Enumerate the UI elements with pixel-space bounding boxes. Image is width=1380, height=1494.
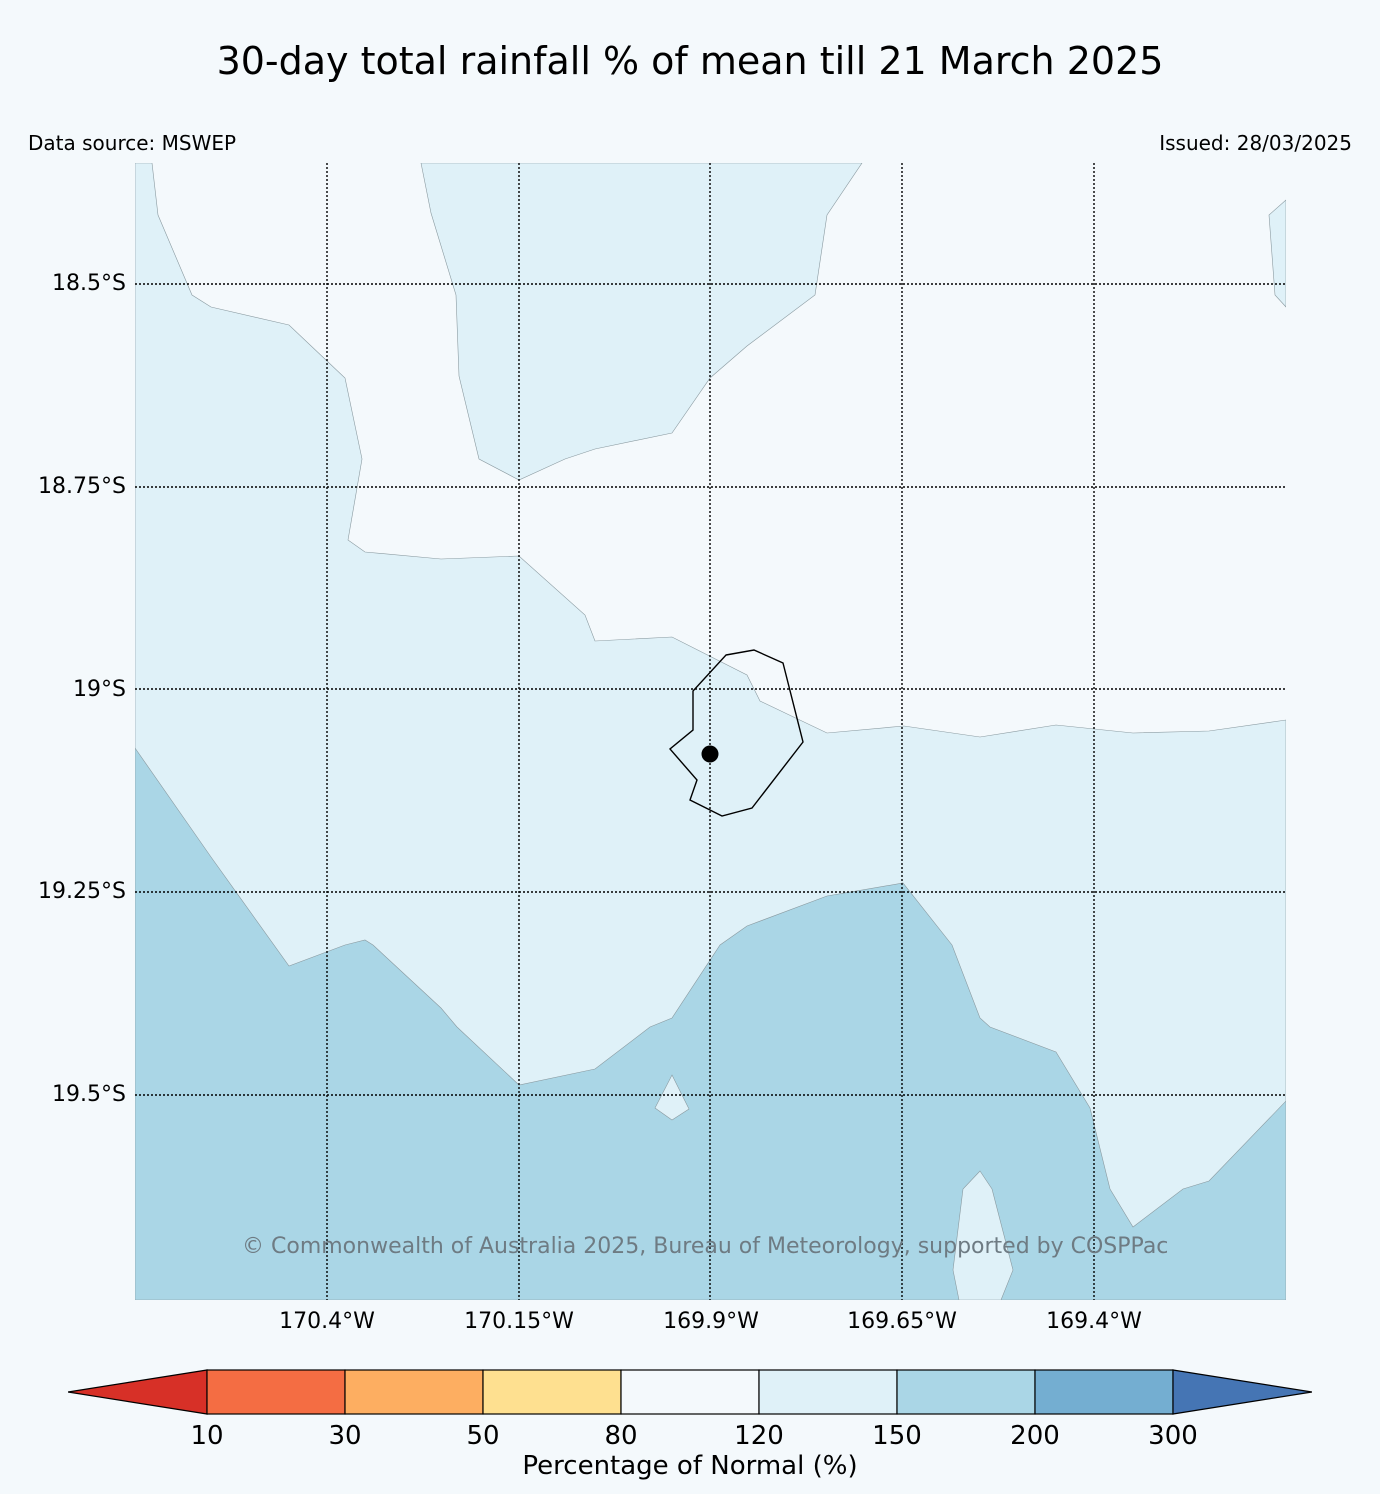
lon-label-169-65: 169.65°W [847,1309,957,1334]
colorbar-tick-300: 300 [1148,1421,1198,1451]
location-marker [701,745,719,763]
gridlines [135,163,1286,1300]
island-outline [669,649,804,817]
lon-label-170-15: 170.15°W [464,1309,574,1334]
zone-120-150-ne [1268,199,1286,308]
colorbar-segment-150-200 [896,1369,1036,1415]
colorbar-tick-150: 150 [872,1421,922,1451]
colorbar-tick-80: 80 [604,1421,638,1451]
data-source: Data source: MSWEP [28,131,237,155]
map-title: 30-day total rainfall % of mean till 21 … [216,39,1164,83]
colorbar-extend-low [67,1369,208,1415]
rainfall-map [135,163,1286,1300]
lon-label-170-4: 170.4°W [279,1309,375,1334]
zone-120-150-hole-2 [952,1170,1014,1300]
issued-date: Issued: 28/03/2025 [1159,131,1352,155]
lat-label-18-75: 18.75°S [38,474,126,499]
colorbar-segment-120-150 [758,1369,898,1415]
lat-label-19: 19°S [73,677,126,702]
colorbar-label: Percentage of Normal (%) [522,1451,858,1481]
colorbar-segment-10-30 [206,1369,346,1415]
colorbar-extend-high [1172,1369,1313,1415]
copyright-notice: © Commonwealth of Australia 2025, Bureau… [242,1234,1169,1259]
colorbar-tick-120: 120 [734,1421,784,1451]
colorbar [67,1368,1313,1416]
lon-label-169-9: 169.9°W [663,1309,759,1334]
colorbar-segment-80-120 [620,1369,760,1415]
colorbar-segment-30-50 [344,1369,484,1415]
lat-label-19-5: 19.5°S [52,1082,126,1107]
colorbar-tick-30: 30 [328,1421,362,1451]
colorbar-segment-200-300 [1034,1369,1174,1415]
colorbar-tick-10: 10 [190,1421,224,1451]
colorbar-tick-200: 200 [1010,1421,1060,1451]
zone-120-150-hole-1 [654,1074,690,1121]
zone-120-150-north [420,163,863,481]
lat-label-18-5: 18.5°S [52,271,126,296]
lat-label-19-25: 19.25°S [38,879,126,904]
lon-label-169-4: 169.4°W [1046,1309,1142,1334]
colorbar-segment-50-80 [482,1369,622,1415]
colorbar-tick-50: 50 [466,1421,500,1451]
